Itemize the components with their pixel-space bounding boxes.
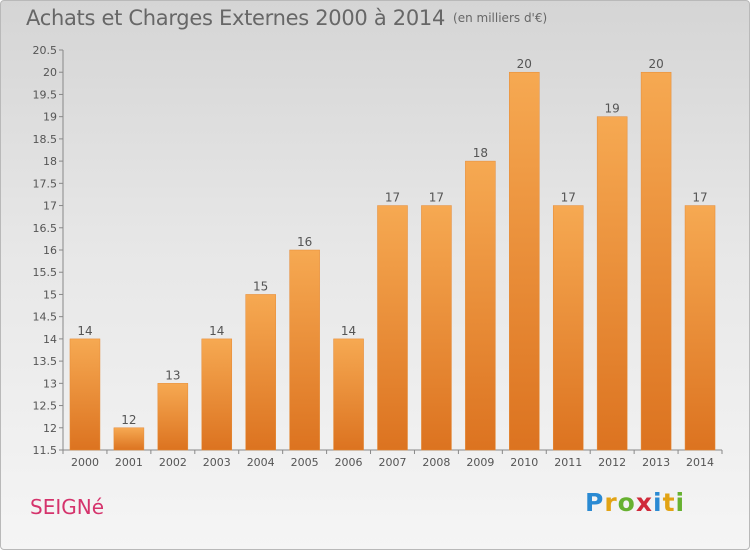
y-tick-label: 13.5	[33, 355, 58, 368]
bars-group	[69, 71, 716, 451]
value-label-2000: 14	[77, 324, 92, 338]
x-tick-label-2003: 2003	[203, 456, 231, 469]
value-label-2006: 14	[341, 324, 356, 338]
value-label-2002: 13	[165, 368, 180, 382]
logo-letter: i	[653, 488, 663, 517]
value-labels: 14 12 13 14 15 16 14 17 17 18 20 17 19 20 17	[77, 57, 707, 427]
x-axis-ticks: 2000 2001 2002 2003 2004 2005 2006 2007 2008 2009…	[62, 450, 723, 469]
value-label-2012: 19	[605, 102, 620, 116]
x-tick-label-2002: 2002	[159, 456, 187, 469]
y-tick-label: 12.5	[33, 400, 58, 413]
value-label-2011: 17	[561, 191, 576, 205]
y-tick-label: 14	[43, 333, 57, 346]
y-tick-label: 13	[43, 377, 57, 390]
value-label-2014: 17	[692, 191, 707, 205]
y-tick-label: 19	[43, 111, 57, 124]
bar-2010	[509, 71, 540, 451]
logo-letter: i	[675, 488, 686, 517]
x-tick-label-2000: 2000	[71, 456, 99, 469]
x-tick-label-2006: 2006	[335, 456, 363, 469]
bar-2006	[333, 338, 364, 451]
proxiti-logo: Proxiti	[585, 488, 685, 517]
bar-2002	[157, 383, 189, 451]
y-tick-label: 18	[43, 155, 57, 168]
x-tick-label-2008: 2008	[422, 456, 450, 469]
x-tick-label-2014: 2014	[686, 456, 714, 469]
value-label-2001: 12	[121, 413, 136, 427]
chart-title: Achats et Charges Externes 2000 à 2014 (e…	[26, 6, 547, 30]
bar-2012	[596, 116, 628, 451]
value-label-2005: 16	[297, 235, 312, 249]
y-tick-label: 20.5	[33, 44, 58, 57]
y-axis-ticks: 11.5 12 12.5 13 13.5 14 14.5 15 15.5 16 16.5 17 17.5…	[33, 44, 63, 457]
chart-title-text: Achats et Charges Externes 2000 à 2014	[26, 6, 446, 30]
value-label-2003: 14	[209, 324, 224, 338]
y-tick-label: 20	[43, 66, 57, 79]
town-name: SEIGNé	[30, 495, 104, 519]
y-tick-label: 14.5	[33, 311, 58, 324]
value-label-2007: 17	[385, 191, 400, 205]
y-tick-label: 17	[43, 200, 57, 213]
value-label-2004: 15	[253, 279, 268, 293]
bar-2005	[289, 249, 320, 451]
logo-letter: P	[585, 488, 605, 517]
bar-2000	[69, 338, 101, 451]
bar-2008	[421, 205, 452, 451]
y-tick-label: 19.5	[33, 88, 58, 101]
bar-2007	[377, 205, 408, 451]
x-tick-label-2007: 2007	[379, 456, 407, 469]
y-tick-label: 12	[43, 422, 57, 435]
x-tick-label-2001: 2001	[115, 456, 143, 469]
y-tick-label: 17.5	[33, 177, 58, 190]
bar-2001	[113, 427, 145, 451]
value-label-2008: 17	[429, 191, 444, 205]
bar-2014	[684, 205, 716, 451]
bar-2004	[245, 294, 276, 451]
chart-subtitle: (en milliers d'€)	[453, 11, 548, 25]
x-tick-label-2004: 2004	[247, 456, 275, 469]
x-tick-label-2009: 2009	[466, 456, 494, 469]
y-tick-label: 15.5	[33, 266, 58, 279]
bar-2003	[201, 338, 233, 451]
x-tick-label-2005: 2005	[291, 456, 319, 469]
x-tick-label-2012: 2012	[598, 456, 626, 469]
value-label-2010: 20	[517, 57, 532, 71]
y-tick-label: 11.5	[33, 444, 58, 457]
x-tick-label-2011: 2011	[554, 456, 582, 469]
x-tick-label-2010: 2010	[510, 456, 538, 469]
y-tick-label: 18.5	[33, 133, 58, 146]
bar-2013	[640, 71, 672, 451]
bar-2009	[465, 160, 496, 451]
logo-letter: t	[662, 488, 676, 517]
y-tick-label: 16.5	[33, 222, 58, 235]
bar-2011	[552, 205, 584, 451]
logo-letter: r	[604, 488, 618, 517]
logo-letter: x	[635, 488, 653, 517]
y-tick-label: 16	[43, 244, 57, 257]
x-tick-label-2013: 2013	[642, 456, 670, 469]
value-label-2013: 20	[648, 57, 663, 71]
y-tick-label: 15	[43, 288, 57, 301]
value-label-2009: 18	[473, 146, 488, 160]
logo-letter: o	[617, 488, 636, 517]
